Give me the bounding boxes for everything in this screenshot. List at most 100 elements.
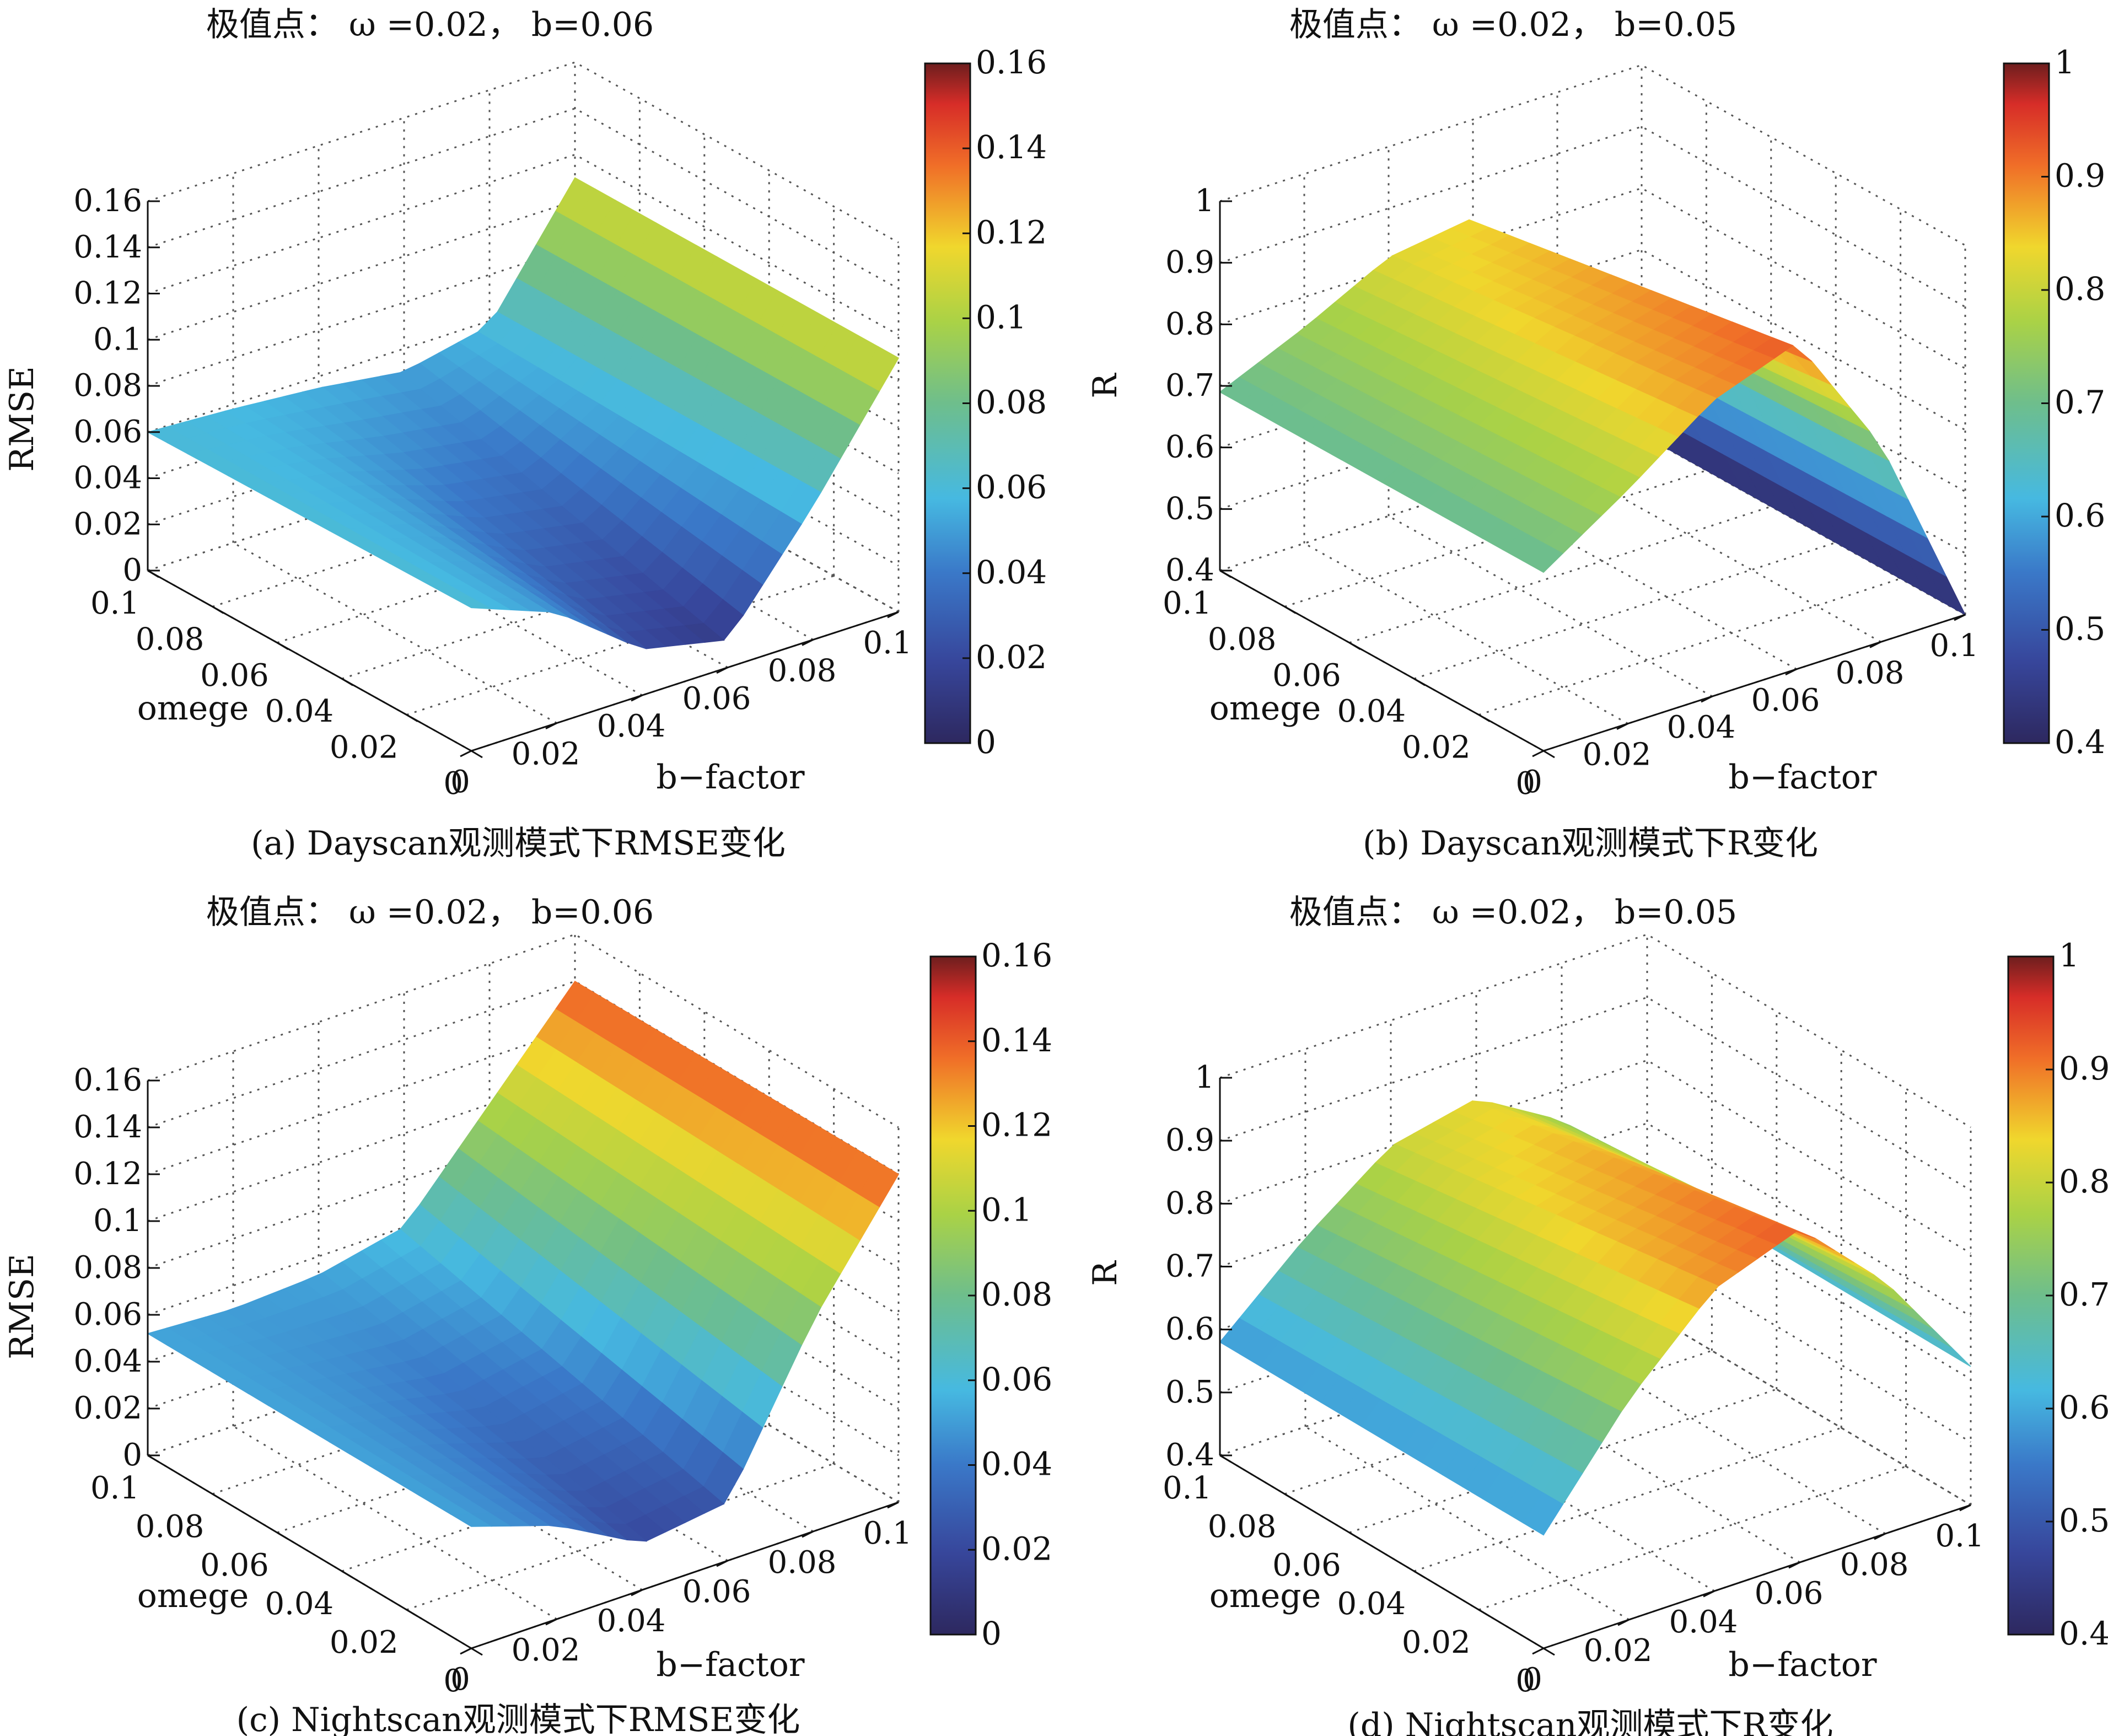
colorbar-tick-label: 0.12: [976, 213, 1047, 251]
omega-tick-label: 0: [443, 1663, 463, 1699]
b-factor-tick-label: 0.1: [863, 1515, 912, 1551]
b-factor-tick: [631, 1589, 643, 1597]
b-factor-tick-label: 0.06: [1755, 1576, 1824, 1611]
grid-line-y-floor: [277, 1385, 705, 1534]
panel-title: 极值点： ω =0.02， b=0.05: [1289, 893, 1737, 932]
panel-caption: (c) Nightscan观测模式下RMSE变化: [236, 1701, 800, 1736]
b-factor-tick: [1701, 695, 1713, 703]
colorbar-tick-label: 0: [981, 1615, 1002, 1652]
omega-tick: [1349, 1531, 1361, 1540]
b-factor-axis-line: [1543, 614, 1966, 752]
z-tick-label: 0.8: [1165, 306, 1214, 342]
grid-line-z: [147, 153, 899, 336]
z-tick-label: 0.12: [73, 276, 142, 311]
b-factor-axis-line: [471, 611, 899, 752]
surface-patch: [1523, 1492, 1564, 1536]
panel-caption: (d) Nightscan观测模式下R变化: [1347, 1706, 1833, 1736]
b-factor-tick-label: 0.04: [597, 1603, 666, 1639]
omega-tick: [1478, 1609, 1491, 1617]
omega-tick-label: 0.1: [1163, 585, 1212, 621]
omega-tick-label: 0.08: [1208, 621, 1277, 657]
surface: [147, 980, 900, 1542]
b-factor-axis-label: b−factor: [656, 1646, 804, 1684]
colorbar-tick-label: 0.16: [976, 44, 1047, 81]
z-tick-label: 0.04: [73, 1343, 142, 1379]
colorbar-tick-label: 0.7: [2059, 1276, 2108, 1313]
z-tick-label: 0.14: [73, 1109, 142, 1145]
colorbar-tick-label: 0.14: [981, 1022, 1052, 1059]
b-factor-tick: [716, 1560, 728, 1567]
colorbar-tick-label: 0.9: [2059, 1050, 2108, 1087]
panel-d: 0.40.50.60.70.80.9100.020.040.060.080.10…: [1086, 893, 2108, 1736]
b-factor-tick: [802, 639, 814, 646]
colorbar-tick-label: 0.06: [976, 469, 1047, 506]
colorbar-tick-label: 0.6: [2059, 1389, 2108, 1426]
b-factor-tick-label: 0.04: [597, 708, 666, 744]
grid-line-y-floor: [406, 575, 835, 716]
z-tick-label: 0.16: [73, 183, 142, 219]
colorbar-tick-label: 0.7: [2055, 384, 2105, 421]
b-factor-axis-label: b−factor: [1728, 758, 1876, 797]
b-factor-tick: [1954, 614, 1966, 621]
colorbar-tick-label: 0: [976, 723, 996, 761]
grid-line-y-floor: [1478, 1465, 1907, 1611]
b-factor-tick: [1874, 1533, 1886, 1540]
omega-tick: [1413, 678, 1426, 686]
b-factor-tick-label: 0.06: [1751, 682, 1820, 718]
colorbar-tick-label: 0.12: [981, 1106, 1052, 1144]
colorbar-tick-label: 0.14: [976, 128, 1047, 166]
omega-tick: [1543, 1647, 1555, 1656]
grid-line-z: [147, 1027, 899, 1222]
b-factor-axis-line: [471, 1501, 899, 1649]
omega-tick: [341, 1570, 353, 1579]
colorbar-tick-label: 0.08: [981, 1276, 1052, 1313]
z-tick-label: 0.08: [73, 368, 142, 404]
z-tick-label: 0.12: [73, 1156, 142, 1192]
z-tick-label: 1: [1195, 1060, 1214, 1095]
z-tick-label: 0.1: [93, 1203, 142, 1239]
colorbar-tick-label: 0.1: [981, 1191, 1032, 1228]
omega-tick-label: 0.02: [1402, 1625, 1471, 1660]
omega-tick-label: 0.08: [1208, 1509, 1277, 1545]
b-factor-tick-label: 0.08: [1836, 655, 1905, 691]
b-factor-tick: [1617, 1619, 1630, 1626]
omega-tick: [1284, 606, 1297, 614]
colorbar-tick-label: 0.4: [2055, 723, 2105, 761]
colorbar-tick-label: 0.16: [981, 937, 1052, 974]
z-tick-label: 0.16: [73, 1062, 142, 1098]
panel-caption: (a) Dayscan观测模式下RMSE变化: [251, 824, 786, 863]
z-tick-label: 0.5: [1165, 491, 1214, 526]
z-tick-label: 0.4: [1165, 1437, 1214, 1473]
z-tick-label: 0.02: [73, 1390, 142, 1426]
z-tick-label: 0.06: [73, 414, 142, 450]
z-tick-label: 0.7: [1165, 1249, 1214, 1284]
b-factor-tick-label: 0: [450, 764, 470, 800]
z-tick-label: 0.06: [73, 1297, 142, 1332]
omega-tick-label: 0.08: [136, 1509, 205, 1545]
omega-tick: [1219, 569, 1232, 578]
omega-tick-label: 0.02: [330, 1625, 399, 1660]
z-tick-label: 0.8: [1165, 1185, 1214, 1221]
grid-line-z: [147, 61, 899, 244]
z-tick-label: 0.9: [1165, 1122, 1214, 1158]
panel-title: 极值点： ω =0.02， b=0.06: [206, 6, 654, 44]
omega-axis-label: omege: [1209, 689, 1321, 728]
surface: [1219, 1100, 1971, 1536]
omega-tick: [406, 1609, 418, 1617]
b-factor-tick: [1785, 668, 1797, 676]
grid-line-z: [147, 980, 899, 1175]
omega-tick: [147, 569, 159, 578]
b-factor-tick-label: 0.08: [768, 653, 837, 689]
z-tick-label: 0: [122, 552, 142, 588]
colorbar-tick-label: 0.6: [2055, 497, 2105, 534]
omega-tick: [212, 606, 224, 614]
omega-tick-label: 0.04: [1337, 694, 1406, 729]
surface-patch: [449, 1513, 492, 1527]
b-factor-tick: [887, 611, 899, 619]
surface-patch: [450, 596, 491, 609]
omega-axis-label: omege: [137, 1577, 249, 1615]
b-factor-tick: [1532, 750, 1544, 757]
b-factor-tick: [1616, 723, 1628, 730]
b-factor-tick-label: 0.02: [1584, 1633, 1653, 1669]
b-factor-tick: [1869, 641, 1881, 648]
